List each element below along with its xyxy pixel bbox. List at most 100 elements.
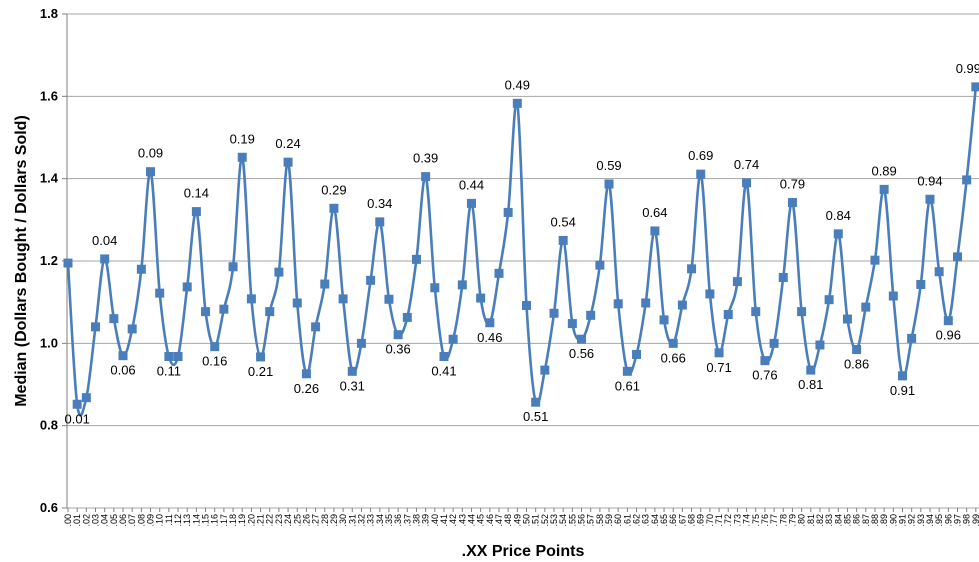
data-point-marker [100, 254, 110, 264]
data-label: 0.21 [248, 364, 273, 379]
data-point-marker [338, 294, 348, 304]
data-label: 0.31 [340, 378, 365, 393]
x-tick-label: .15 [201, 514, 211, 527]
x-tick-label: .54 [558, 514, 568, 527]
data-label: 0.81 [798, 377, 823, 392]
x-tick-label: .67 [677, 514, 687, 527]
data-point-marker [448, 334, 458, 344]
y-axis-title: Median (Dollars Bought / Dollars Sold) [13, 115, 30, 407]
x-tick-label: .30 [338, 514, 348, 527]
data-point-marker [842, 314, 852, 324]
data-point-marker [393, 330, 403, 340]
x-tick-label: .39 [421, 514, 431, 527]
data-point-marker [622, 366, 632, 376]
x-tick-label: .00 [63, 514, 73, 527]
data-point-marker [72, 399, 82, 409]
data-label: 0.09 [138, 146, 163, 161]
data-point-marker [861, 302, 871, 312]
x-tick-label: .79 [787, 514, 797, 527]
data-point-marker [81, 393, 91, 403]
data-label: 0.04 [92, 233, 117, 248]
data-point-marker [815, 340, 825, 350]
data-point-marker [558, 235, 568, 245]
data-label: 0.71 [706, 360, 731, 375]
x-tick-label: .95 [934, 514, 944, 527]
data-point-marker [265, 307, 275, 317]
data-label: 0.44 [459, 177, 484, 192]
x-tick-label: .51 [531, 514, 541, 527]
data-point-marker [127, 324, 137, 334]
data-label: 0.51 [523, 409, 548, 424]
x-axis-ticks: .00.01.02.03.04.05.06.07.08.09.10.11.12.… [63, 508, 979, 527]
data-point-marker [439, 352, 449, 362]
x-tick-label: .83 [824, 514, 834, 527]
data-point-marker [540, 365, 550, 375]
y-axis-ticks: 0.6 0.8 1.0 1.2 1.4 1.6 1.8 [40, 6, 67, 515]
x-tick-label: .61 [622, 514, 632, 527]
x-tick-label: .08 [136, 514, 146, 527]
x-tick-label: .70 [705, 514, 715, 527]
x-tick-label: .45 [476, 514, 486, 527]
data-point-marker [109, 314, 119, 324]
x-tick-label: .84 [833, 514, 843, 527]
x-tick-label: .04 [100, 514, 110, 527]
data-point-marker [182, 282, 192, 292]
data-label: 0.89 [871, 163, 896, 178]
data-point-marker [925, 194, 935, 204]
x-tick-label: .29 [329, 514, 339, 527]
data-label: 0.54 [551, 214, 576, 229]
data-point-marker [164, 352, 174, 362]
x-tick-label: .19 [237, 514, 247, 527]
data-point-marker [494, 268, 504, 278]
data-label: 0.19 [230, 131, 255, 146]
x-tick-label: .66 [668, 514, 678, 527]
data-label: 0.76 [752, 368, 777, 383]
x-tick-label: .41 [439, 514, 449, 527]
data-label: 0.14 [184, 186, 209, 201]
data-point-marker [714, 348, 724, 358]
x-tick-label: .89 [879, 514, 889, 527]
data-point-marker [852, 345, 862, 355]
data-labels: 0.01 0.04 0.06 0.09 0.11 0.14 0.16 0.19 0.21 0.24… [65, 61, 979, 426]
data-label: 0.94 [917, 173, 942, 188]
x-tick-label: .80 [797, 514, 807, 527]
x-tick-label: .01 [72, 514, 82, 527]
data-point-marker [91, 322, 101, 332]
x-tick-label: .93 [916, 514, 926, 527]
y-tick-label: 1.6 [40, 88, 58, 103]
data-point-marker [173, 352, 183, 362]
y-tick-label: 1.4 [40, 171, 59, 186]
x-tick-label: .12 [173, 514, 183, 527]
x-tick-label: .26 [301, 514, 311, 527]
x-tick-label: .31 [347, 514, 357, 527]
data-point-marker [604, 179, 614, 189]
x-tick-label: .90 [888, 514, 898, 527]
x-tick-label: .25 [292, 514, 302, 527]
data-point-marker [567, 319, 577, 329]
data-label: 0.84 [826, 208, 851, 223]
data-point-marker [283, 157, 293, 167]
data-point-marker [201, 307, 211, 317]
data-point-marker [246, 294, 256, 304]
data-point-marker [641, 298, 651, 308]
x-tick-label: .77 [769, 514, 779, 527]
x-tick-label: .14 [191, 514, 201, 527]
data-point-marker [292, 298, 302, 308]
x-tick-label: .98 [962, 514, 972, 527]
x-axis-title: .XX Price Points [462, 543, 585, 560]
x-tick-label: .28 [320, 514, 330, 527]
data-label: 0.16 [202, 354, 227, 369]
data-point-marker [934, 267, 944, 277]
data-point-marker [687, 264, 697, 274]
x-tick-label: .65 [659, 514, 669, 527]
x-tick-label: .33 [366, 514, 376, 527]
x-tick-label: .17 [219, 514, 229, 527]
x-tick-label: .10 [155, 514, 165, 527]
x-tick-label: .59 [604, 514, 614, 527]
data-point-marker [311, 322, 321, 332]
data-point-marker [512, 98, 522, 108]
data-label: 0.69 [688, 148, 713, 163]
x-tick-label: .62 [632, 514, 642, 527]
